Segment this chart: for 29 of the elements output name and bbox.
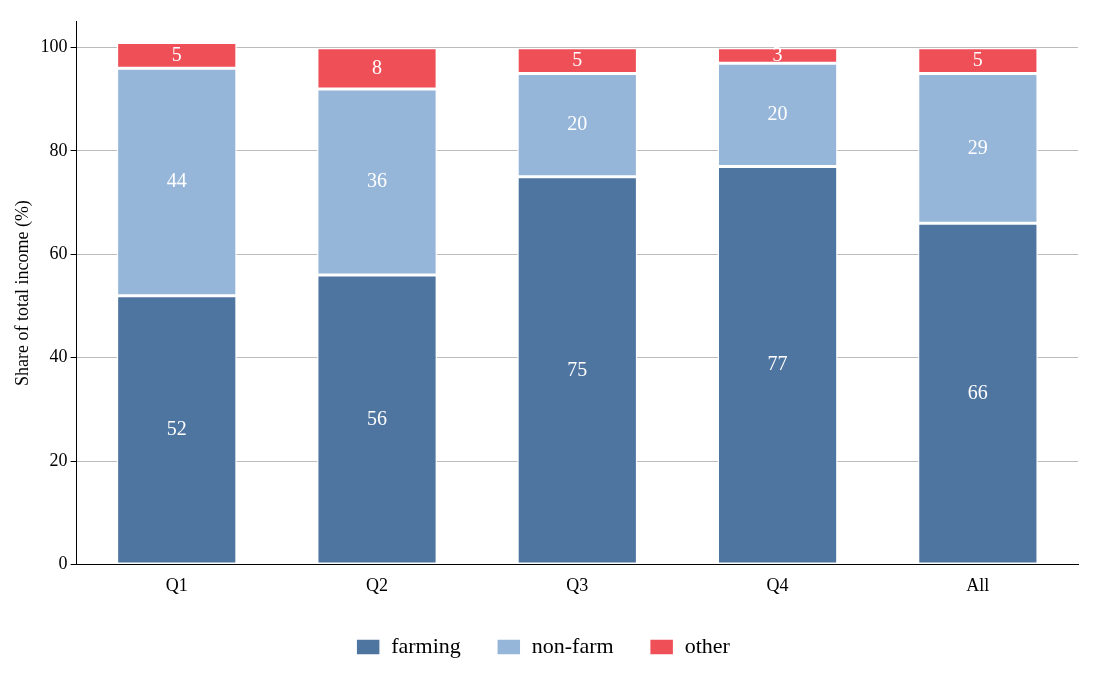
data-label: 75	[567, 357, 588, 380]
data-label: 5	[171, 42, 182, 65]
y-tick-label: 80	[49, 139, 68, 160]
data-label: 29	[967, 135, 988, 158]
data-label: 20	[767, 102, 788, 125]
data-label: 52	[166, 417, 187, 440]
data-label: 56	[367, 406, 388, 429]
y-tick-label: 100	[40, 36, 68, 57]
legend-label: non-farm	[531, 632, 614, 658]
data-label: 77	[767, 352, 788, 375]
x-tick-label: Q3	[566, 574, 589, 595]
data-label: 5	[572, 47, 583, 70]
data-label: 5	[972, 47, 983, 70]
x-tick-label: Q1	[165, 574, 188, 595]
data-label: 44	[166, 169, 187, 192]
data-label: 66	[967, 380, 988, 403]
y-tick-label: 40	[49, 346, 68, 367]
data-label: 36	[367, 169, 388, 192]
y-axis-title: Share of total income (%)	[11, 200, 33, 387]
y-tick-label: 0	[58, 553, 68, 574]
y-tick-label: 60	[49, 243, 68, 264]
x-tick-label: All	[966, 574, 990, 595]
legend-label: other	[684, 632, 731, 658]
legend-label: farming	[391, 632, 461, 658]
data-label: 20	[567, 112, 588, 135]
y-tick-label: 20	[49, 449, 68, 470]
x-tick-label: Q4	[766, 574, 789, 595]
x-tick-label: Q2	[366, 574, 389, 595]
data-label: 8	[372, 55, 383, 78]
